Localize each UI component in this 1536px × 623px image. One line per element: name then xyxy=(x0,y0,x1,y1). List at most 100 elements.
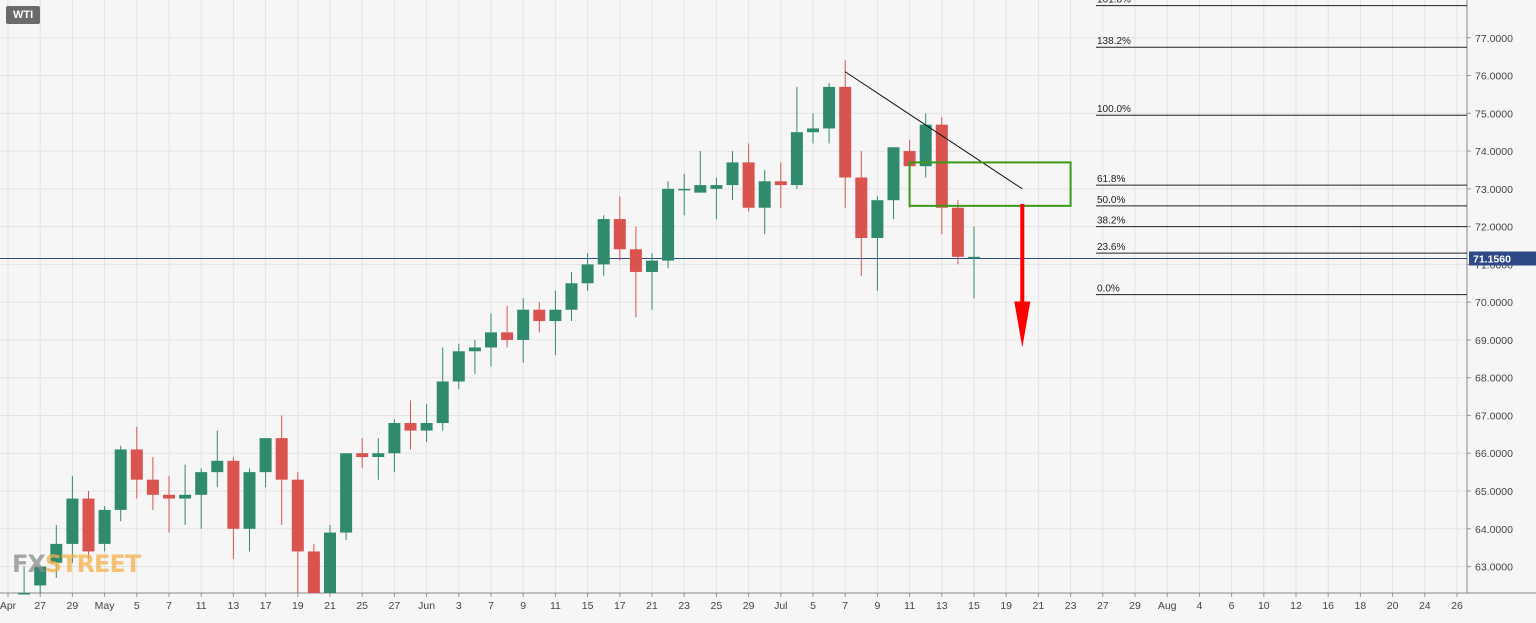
candle-up xyxy=(968,256,980,259)
candle-up xyxy=(452,351,465,382)
y-tick-label: 73.0000 xyxy=(1475,184,1513,196)
x-tick-label: 13 xyxy=(228,600,240,612)
candle-down xyxy=(839,86,852,178)
candle-down xyxy=(356,453,369,458)
x-tick-label: 7 xyxy=(488,600,494,612)
candle-up xyxy=(597,219,610,265)
candle-down xyxy=(307,551,320,593)
y-tick-label: 65.0000 xyxy=(1475,486,1513,498)
y-tick-label: 75.0000 xyxy=(1475,108,1513,120)
candle-up xyxy=(710,185,723,189)
y-tick-label: 66.0000 xyxy=(1475,448,1513,460)
candle-down xyxy=(82,498,95,552)
candle-down xyxy=(613,219,626,250)
y-tick-label: 74.0000 xyxy=(1475,146,1513,158)
fib-level-label: 0.0% xyxy=(1097,284,1120,295)
candle-up xyxy=(114,449,127,510)
candle-up xyxy=(485,332,497,348)
candle-up xyxy=(195,472,208,495)
candle-up xyxy=(324,532,336,593)
fxstreet-logo: FXSTREET xyxy=(12,550,141,578)
candle-up xyxy=(823,86,836,129)
x-tick-label: 10 xyxy=(1258,600,1270,612)
candle-up xyxy=(34,566,47,586)
x-tick-label: 11 xyxy=(550,600,561,612)
y-tick-label: 76.0000 xyxy=(1475,71,1513,83)
x-tick-label: 7 xyxy=(166,600,172,612)
candle-up xyxy=(694,185,707,193)
candle-down xyxy=(742,162,755,208)
current-price-label: 71.1560 xyxy=(1473,254,1511,266)
x-tick-label: 21 xyxy=(324,600,336,612)
y-tick-label: 64.0000 xyxy=(1475,524,1513,536)
candle-up xyxy=(887,147,900,201)
x-tick-label: 11 xyxy=(904,600,915,612)
x-tick-label: 27 xyxy=(389,600,401,612)
x-tick-label: 3 xyxy=(456,600,462,612)
candle-up xyxy=(243,472,256,529)
y-tick-label: 63.0000 xyxy=(1475,562,1513,574)
candle-down xyxy=(291,479,304,552)
candle-up xyxy=(646,260,658,272)
x-tick-label: 27 xyxy=(34,600,46,612)
candle-up xyxy=(549,309,562,322)
candle-up xyxy=(18,593,31,595)
candle-up xyxy=(919,124,932,167)
candle-down xyxy=(533,309,546,322)
candle-down xyxy=(163,494,175,499)
x-tick-label: 4 xyxy=(1196,600,1202,612)
y-tick-label: 67.0000 xyxy=(1475,410,1513,422)
candle-up xyxy=(66,498,79,544)
current-price-tag xyxy=(1469,251,1536,266)
x-tick-label: 19 xyxy=(1000,600,1012,612)
x-tick-label: 23 xyxy=(678,600,690,612)
candle-up xyxy=(436,381,449,424)
candle-up xyxy=(259,438,272,473)
x-tick-label: 13 xyxy=(936,600,948,612)
fib-level-label: 38.2% xyxy=(1097,216,1125,227)
resistance-zone-box xyxy=(908,161,1072,207)
x-tick-label: 5 xyxy=(810,600,816,612)
y-tick-label: 70.0000 xyxy=(1475,297,1513,309)
y-tick-label: 77.0000 xyxy=(1475,33,1513,45)
candle-up xyxy=(565,283,578,310)
x-tick-label: 21 xyxy=(1033,600,1045,612)
candle-down xyxy=(501,332,514,340)
candle-down xyxy=(629,249,642,272)
candle-up xyxy=(726,162,739,186)
candle-up xyxy=(581,264,594,284)
fib-level-label: 50.0% xyxy=(1097,195,1125,206)
candle-down xyxy=(275,438,288,480)
x-tick-label: 24 xyxy=(1419,600,1431,612)
y-tick-label: 69.0000 xyxy=(1475,335,1513,347)
symbol-badge[interactable]: WTI xyxy=(6,6,41,24)
candle-up xyxy=(662,188,675,261)
x-tick-label: 20 xyxy=(1387,600,1399,612)
candle-up xyxy=(790,132,803,186)
x-tick-label: 12 xyxy=(1290,600,1302,612)
candle-down xyxy=(404,423,417,431)
candle-down xyxy=(935,124,948,208)
x-tick-label: Jul xyxy=(774,600,787,612)
candle-down xyxy=(130,449,143,480)
fib-level-label: 61.8% xyxy=(1097,174,1125,185)
projection-arrow-head xyxy=(1014,301,1031,348)
x-tick-label: 17 xyxy=(614,600,626,612)
y-tick-label: 68.0000 xyxy=(1475,373,1513,385)
x-tick-label: 17 xyxy=(260,600,272,612)
x-tick-label: 27 xyxy=(1097,600,1109,612)
x-tick-label: 15 xyxy=(582,600,594,612)
candle-up xyxy=(340,453,353,533)
x-tick-label: 9 xyxy=(520,600,526,612)
x-tick-label: 25 xyxy=(711,600,723,612)
fib-level-label: 100.0% xyxy=(1097,104,1131,115)
x-tick-label: Apr xyxy=(0,600,17,612)
x-tick-label: 6 xyxy=(1229,600,1235,612)
candle-up xyxy=(468,347,481,352)
x-tick-label: 18 xyxy=(1355,600,1367,612)
x-tick-label: 21 xyxy=(646,600,658,612)
x-tick-label: 7 xyxy=(842,600,848,612)
x-tick-label: 15 xyxy=(968,600,980,612)
